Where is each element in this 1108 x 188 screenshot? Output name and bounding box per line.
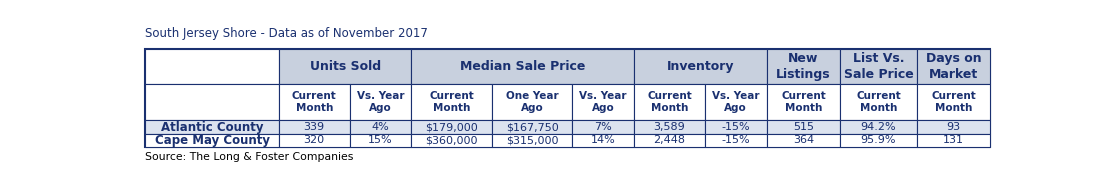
Text: Units Sold: Units Sold (309, 60, 381, 73)
Bar (705, 84, 767, 121)
Text: 131: 131 (943, 135, 964, 145)
Bar (279, 84, 349, 121)
Text: Vs. Year
Ago: Vs. Year Ago (357, 91, 404, 114)
Bar (492, 134, 573, 147)
Text: $315,000: $315,000 (506, 135, 558, 145)
Text: Days on
Market: Days on Market (925, 52, 982, 81)
Text: Current
Month: Current Month (931, 91, 976, 114)
Text: Cape May County: Cape May County (155, 134, 269, 147)
Bar (411, 84, 492, 121)
Text: Vs. Year
Ago: Vs. Year Ago (712, 91, 759, 114)
Text: Median Sale Price: Median Sale Price (460, 60, 585, 73)
Text: 15%: 15% (368, 135, 392, 145)
Text: Current
Month: Current Month (291, 91, 337, 114)
Text: 94.2%: 94.2% (861, 122, 896, 132)
Bar (349, 121, 411, 134)
Bar (634, 121, 705, 134)
Text: One Year
Ago: One Year Ago (505, 91, 558, 114)
Bar (573, 84, 634, 121)
Bar (634, 134, 705, 147)
Bar (492, 121, 573, 134)
Bar (767, 121, 840, 134)
Text: 2,448: 2,448 (654, 135, 686, 145)
Bar (145, 134, 279, 147)
Bar (411, 49, 634, 84)
Bar (916, 84, 991, 121)
Text: 515: 515 (793, 122, 814, 132)
Bar (145, 49, 991, 147)
Bar (916, 134, 991, 147)
Text: 14%: 14% (591, 135, 616, 145)
Text: 3,589: 3,589 (654, 122, 686, 132)
Bar (573, 134, 634, 147)
Text: New
Listings: New Listings (776, 52, 831, 81)
Text: Vs. Year
Ago: Vs. Year Ago (579, 91, 627, 114)
Bar (840, 121, 916, 134)
Text: 364: 364 (793, 135, 814, 145)
Bar (145, 49, 279, 84)
Bar (145, 121, 279, 134)
Bar (279, 49, 411, 84)
Bar (767, 84, 840, 121)
Text: $360,000: $360,000 (425, 135, 478, 145)
Text: 339: 339 (304, 122, 325, 132)
Bar (705, 134, 767, 147)
Text: South Jersey Shore - Data as of November 2017: South Jersey Shore - Data as of November… (145, 27, 429, 40)
Text: -15%: -15% (721, 122, 750, 132)
Bar (279, 134, 349, 147)
Bar (916, 121, 991, 134)
Bar (840, 134, 916, 147)
Text: Inventory: Inventory (667, 60, 735, 73)
Text: Source: The Long & Foster Companies: Source: The Long & Foster Companies (145, 152, 353, 161)
Bar (916, 49, 991, 84)
Bar (767, 134, 840, 147)
Bar (411, 121, 492, 134)
Bar (705, 121, 767, 134)
Bar (145, 84, 279, 121)
Bar (767, 49, 840, 84)
Text: Current
Month: Current Month (429, 91, 474, 114)
Bar (840, 84, 916, 121)
Bar (411, 134, 492, 147)
Text: 320: 320 (304, 135, 325, 145)
Bar (840, 49, 916, 84)
Text: Current
Month: Current Month (856, 91, 901, 114)
Text: 4%: 4% (371, 122, 389, 132)
Text: $179,000: $179,000 (425, 122, 478, 132)
Bar (279, 121, 349, 134)
Text: 7%: 7% (594, 122, 612, 132)
Text: Current
Month: Current Month (781, 91, 825, 114)
Bar (492, 84, 573, 121)
Text: Atlantic County: Atlantic County (161, 121, 264, 134)
Bar (349, 84, 411, 121)
Text: 95.9%: 95.9% (861, 135, 896, 145)
Text: 93: 93 (946, 122, 961, 132)
Text: Current
Month: Current Month (647, 91, 691, 114)
Text: -15%: -15% (721, 135, 750, 145)
Text: $167,750: $167,750 (505, 122, 558, 132)
Bar (634, 84, 705, 121)
Bar (573, 121, 634, 134)
Text: List Vs.
Sale Price: List Vs. Sale Price (843, 52, 913, 81)
Bar (634, 49, 767, 84)
Bar (349, 134, 411, 147)
